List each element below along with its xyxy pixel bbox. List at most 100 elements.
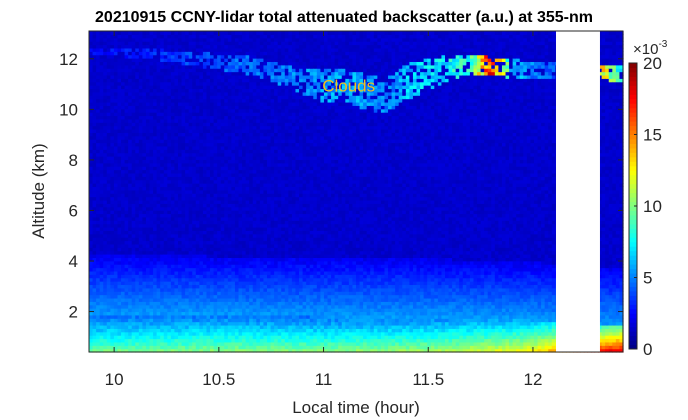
heatmap-cell: [149, 324, 154, 329]
heatmap-cell: [199, 186, 204, 191]
heatmap-cell: [128, 132, 133, 137]
heatmap-cell: [160, 132, 165, 137]
heatmap-cell: [192, 159, 197, 164]
heatmap-cell: [163, 172, 168, 177]
heatmap-cell: [195, 335, 200, 340]
heatmap-cell: [178, 314, 183, 319]
heatmap-cell: [163, 260, 168, 265]
heatmap-cell: [149, 257, 154, 262]
heatmap-cell: [167, 226, 172, 231]
heatmap-cell: [163, 159, 168, 164]
heatmap-cell: [128, 196, 133, 201]
heatmap-cell: [149, 81, 154, 86]
heatmap-cell: [199, 226, 204, 231]
heatmap-cell: [181, 132, 186, 137]
heatmap-cell: [160, 338, 165, 343]
heatmap-cell: [113, 132, 119, 137]
heatmap-cell: [178, 172, 183, 177]
heatmap-cell: [103, 37, 108, 42]
heatmap-cell: [199, 61, 204, 66]
heatmap-cell: [192, 324, 197, 329]
heatmap-cell: [121, 237, 126, 242]
heatmap-cell: [174, 61, 179, 66]
heatmap-cell: [110, 321, 115, 326]
heatmap-cell: [181, 166, 186, 171]
heatmap-cell: [99, 226, 104, 231]
heatmap-cell: [128, 51, 133, 56]
heatmap-cell: [96, 156, 101, 160]
heatmap-cell: [188, 95, 193, 100]
heatmap-cell: [145, 145, 151, 150]
heatmap-cell: [174, 145, 179, 150]
heatmap-cell: [89, 179, 94, 184]
heatmap-cell: [121, 118, 126, 123]
heatmap-cell: [202, 243, 208, 248]
heatmap-cell: [99, 108, 104, 113]
heatmap-cell: [99, 186, 104, 191]
heatmap-cell: [99, 179, 104, 184]
heatmap-cell: [210, 122, 215, 127]
heatmap-cell: [89, 294, 94, 299]
heatmap-cell: [145, 128, 151, 133]
heatmap-cell: [210, 179, 215, 184]
heatmap-cell: [142, 318, 147, 323]
heatmap-cell: [185, 270, 190, 275]
heatmap-cell: [99, 44, 104, 49]
heatmap-cell: [99, 196, 104, 201]
heatmap-cell: [217, 189, 222, 194]
heatmap-cell: [96, 135, 101, 140]
heatmap-cell: [188, 223, 193, 228]
heatmap-cell: [113, 34, 119, 39]
heatmap-cell: [163, 240, 168, 245]
heatmap-cell: [145, 112, 151, 117]
heatmap-cell: [181, 318, 186, 323]
heatmap-cell: [92, 291, 97, 296]
heatmap-cell: [181, 206, 186, 211]
heatmap-cell: [199, 189, 204, 194]
heatmap-cell: [135, 287, 140, 292]
heatmap-cell: [145, 196, 151, 201]
heatmap-cell: [156, 338, 161, 343]
heatmap-cell: [153, 78, 158, 83]
heatmap-cell: [156, 281, 161, 286]
heatmap-cell: [89, 189, 94, 194]
heatmap-cell: [124, 122, 129, 127]
heatmap-cell: [181, 314, 186, 319]
heatmap-cell: [160, 37, 165, 42]
heatmap-cell: [167, 85, 172, 90]
heatmap-cell: [142, 321, 147, 326]
heatmap-cell: [163, 301, 168, 306]
heatmap-cell: [188, 226, 193, 231]
heatmap-cell: [213, 203, 218, 208]
heatmap-cell: [138, 193, 143, 198]
heatmap-cell: [202, 125, 208, 130]
heatmap-cell: [131, 64, 136, 69]
heatmap-cell: [174, 95, 179, 100]
heatmap-cell: [103, 68, 108, 73]
heatmap-cell: [149, 78, 154, 83]
heatmap-cell: [145, 98, 151, 103]
heatmap-cell: [153, 345, 158, 350]
heatmap-cell: [121, 31, 126, 35]
heatmap-cell: [202, 31, 208, 35]
heatmap-cell: [99, 311, 104, 316]
heatmap-cell: [188, 281, 193, 286]
heatmap-cell: [213, 301, 218, 306]
heatmap-cell: [210, 101, 215, 106]
heatmap-cell: [110, 267, 115, 272]
heatmap-cell: [156, 112, 161, 117]
heatmap-cell: [167, 47, 172, 52]
heatmap-cell: [121, 243, 126, 248]
heatmap-cell: [156, 31, 161, 35]
heatmap-cell: [160, 44, 165, 49]
heatmap-cell: [217, 176, 222, 181]
heatmap-cell: [199, 51, 204, 56]
heatmap-cell: [153, 142, 158, 147]
heatmap-cell: [128, 37, 133, 42]
heatmap-cell: [213, 206, 218, 211]
heatmap-cell: [135, 216, 140, 221]
heatmap-cell: [149, 223, 154, 228]
heatmap-cell: [195, 145, 200, 150]
heatmap-cell: [117, 196, 122, 201]
heatmap-cell: [210, 331, 215, 336]
